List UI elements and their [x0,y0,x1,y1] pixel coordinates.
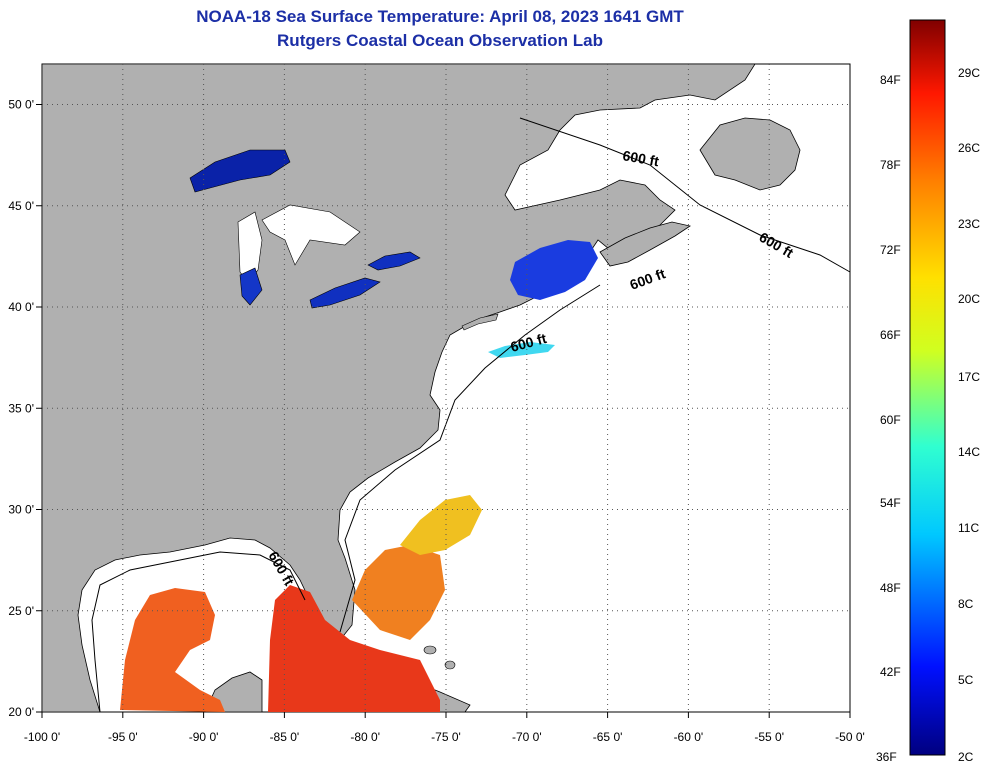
x-tick-label: -90 0' [189,730,219,744]
graticule [42,64,850,712]
colorbar-f-label: 78F [880,158,901,172]
colorbar-f-label: 42F [880,665,901,679]
colorbar-c-label: 26C [958,141,981,155]
colorbar-c-label: 14C [958,445,981,459]
colorbar-f-label: 36F [876,750,897,764]
colorbar-f-label: 60F [880,413,901,427]
y-tick-label: 50 0' [8,98,34,112]
x-tick-label: -80 0' [350,730,380,744]
x-axis-ticks: -100 0' -95 0' -90 0' -85 0' -80 0' -75 0' -70… [24,712,865,744]
y-tick-label: 30 0' [8,503,34,517]
colorbar-c-label: 8C [958,597,974,611]
map-title: NOAA-18 Sea Surface Temperature: April 0… [196,7,684,26]
colorbar-f-label: 66F [880,328,901,342]
y-tick-label: 45 0' [8,199,34,213]
sst-atlantic-orange [352,545,445,640]
x-tick-label: -55 0' [754,730,784,744]
x-tick-label: -100 0' [24,730,60,744]
colorbar-f-label: 84F [880,73,901,87]
colorbar-c-label: 11C [958,521,980,535]
y-axis-ticks: 50 0' 45 0' 40 0' 35 0' 30 0' 25 0' 20 0' [8,98,42,719]
x-tick-label: -75 0' [431,730,461,744]
x-tick-label: -85 0' [270,730,300,744]
x-tick-label: -50 0' [835,730,865,744]
isobath-label: 600 ft [621,147,660,169]
y-tick-label: 35 0' [8,401,34,415]
colorbar-c-label: 29C [958,66,981,80]
colorbar-c-label: 2C [958,750,974,764]
land-nova-scotia [599,221,692,267]
colorbar-c-label: 20C [958,292,981,306]
colorbar [909,19,946,756]
sst-shelf-cyan [488,342,555,358]
colorbar-c-label: 17C [958,370,981,384]
x-tick-label: -60 0' [674,730,704,744]
land-long-island [461,313,499,331]
colorbar-f-label: 48F [880,581,901,595]
colorbar-c-label: 5C [958,673,974,687]
x-tick-label: -65 0' [593,730,623,744]
sst-gulf-of-maine [510,240,598,300]
x-tick-label: -95 0' [108,730,138,744]
land-north-america [42,64,756,712]
map-subtitle: Rutgers Coastal Ocean Observation Lab [277,31,603,50]
colorbar-f-label: 54F [880,496,901,510]
colorbar-c-label: 23C [958,217,981,231]
sst-florida-straits [268,585,440,712]
sst-atlantic-yellow [400,495,482,555]
sst-gulf-west [120,588,225,712]
y-tick-label: 25 0' [8,604,34,618]
great-lakes [189,149,421,309]
y-tick-label: 20 0' [8,705,34,719]
colorbar-f-label: 72F [880,243,901,257]
land-newfoundland [699,117,801,191]
y-tick-label: 40 0' [8,300,34,314]
isobath-600ft [91,117,851,713]
x-tick-label: -70 0' [512,730,542,744]
